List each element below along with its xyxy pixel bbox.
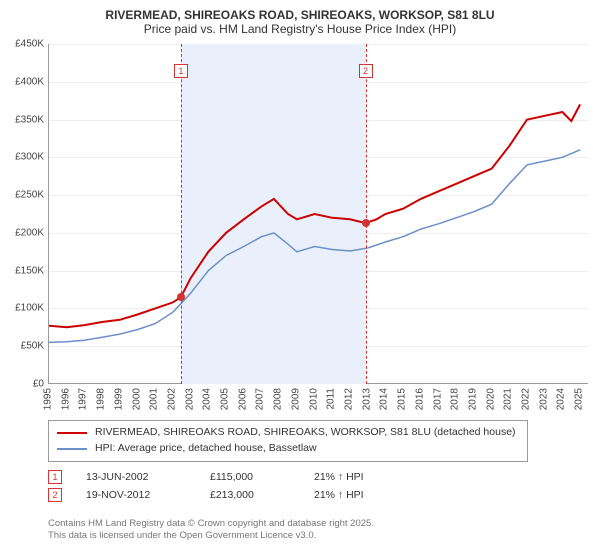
title-line-2: Price paid vs. HM Land Registry's House … — [10, 22, 590, 36]
transaction-price: £115,000 — [210, 471, 290, 483]
x-axis-tick: 2007 — [255, 388, 266, 410]
x-axis-tick: 2011 — [326, 388, 337, 410]
series-line — [49, 150, 580, 343]
y-axis-tick: £400K — [0, 76, 44, 87]
chart-lines — [49, 44, 589, 384]
y-axis-tick: £150K — [0, 265, 44, 276]
y-axis-tick: £450K — [0, 39, 44, 50]
x-axis-tick: 2006 — [237, 388, 248, 410]
title-line-1: RIVERMEAD, SHIREOAKS ROAD, SHIREOAKS, WO… — [10, 8, 590, 22]
x-axis-tick: 1998 — [96, 388, 107, 410]
legend-label: RIVERMEAD, SHIREOAKS ROAD, SHIREOAKS, WO… — [95, 425, 516, 441]
x-axis-tick: 2008 — [273, 388, 284, 410]
x-axis-tick: 2023 — [538, 388, 549, 410]
footer-line-2: This data is licensed under the Open Gov… — [48, 530, 374, 542]
event-line — [181, 44, 182, 384]
x-axis-tick: 2015 — [397, 388, 408, 410]
transaction-delta: 21% ↑ HPI — [314, 489, 364, 501]
x-axis-tick: 2019 — [467, 388, 478, 410]
legend-swatch — [57, 448, 87, 450]
x-axis-tick: 2017 — [432, 388, 443, 410]
sale-point — [362, 219, 370, 227]
event-line — [366, 44, 367, 384]
event-marker: 1 — [174, 64, 188, 78]
footer: Contains HM Land Registry data © Crown c… — [48, 518, 374, 543]
x-axis-tick: 1999 — [113, 388, 124, 410]
x-axis-tick: 1997 — [78, 388, 89, 410]
x-axis-tick: 2016 — [414, 388, 425, 410]
x-axis-tick: 2012 — [343, 388, 354, 410]
plot-area: 12 — [48, 44, 588, 384]
x-axis-tick: 2021 — [503, 388, 514, 410]
footer-line-1: Contains HM Land Registry data © Crown c… — [48, 518, 374, 530]
x-axis-tick: 2004 — [202, 388, 213, 410]
y-axis-tick: £250K — [0, 190, 44, 201]
chart-title-block: RIVERMEAD, SHIREOAKS ROAD, SHIREOAKS, WO… — [0, 0, 600, 40]
x-axis-tick: 1995 — [43, 388, 54, 410]
x-axis-tick: 2020 — [485, 388, 496, 410]
transaction-delta: 21% ↑ HPI — [314, 471, 364, 483]
sale-point — [177, 293, 185, 301]
y-axis-tick: £50K — [0, 341, 44, 352]
x-axis-tick: 2025 — [574, 388, 585, 410]
x-axis-tick: 2024 — [556, 388, 567, 410]
transaction-row: 1 13-JUN-2002 £115,000 21% ↑ HPI — [48, 470, 364, 484]
x-axis-tick: 2014 — [379, 388, 390, 410]
legend-label: HPI: Average price, detached house, Bass… — [95, 441, 317, 457]
x-axis-tick: 2018 — [450, 388, 461, 410]
x-axis-tick: 2010 — [308, 388, 319, 410]
x-axis-tick: 2022 — [521, 388, 532, 410]
legend: RIVERMEAD, SHIREOAKS ROAD, SHIREOAKS, WO… — [48, 420, 528, 462]
y-axis-tick: £350K — [0, 114, 44, 125]
transaction-row: 2 19-NOV-2012 £213,000 21% ↑ HPI — [48, 488, 364, 502]
x-axis-tick: 2001 — [149, 388, 160, 410]
x-axis-tick: 2000 — [131, 388, 142, 410]
x-axis-tick: 1996 — [60, 388, 71, 410]
series-line — [49, 104, 580, 327]
chart-container: £0 £50K £100K £150K £200K £250K £300K £350K £400… — [0, 44, 600, 414]
y-axis-tick: £0 — [0, 379, 44, 390]
legend-item: HPI: Average price, detached house, Bass… — [57, 441, 519, 457]
x-axis-tick: 2002 — [166, 388, 177, 410]
x-axis-tick: 2013 — [361, 388, 372, 410]
event-marker: 2 — [359, 64, 373, 78]
transaction-date: 19-NOV-2012 — [86, 489, 186, 501]
transaction-rows: 1 13-JUN-2002 £115,000 21% ↑ HPI 2 19-NOV-201… — [48, 466, 364, 506]
transaction-marker: 2 — [48, 488, 62, 502]
transaction-price: £213,000 — [210, 489, 290, 501]
legend-item: RIVERMEAD, SHIREOAKS ROAD, SHIREOAKS, WO… — [57, 425, 519, 441]
x-axis-tick: 2009 — [290, 388, 301, 410]
transaction-date: 13-JUN-2002 — [86, 471, 186, 483]
y-axis-tick: £100K — [0, 303, 44, 314]
y-axis-tick: £200K — [0, 227, 44, 238]
x-axis-tick: 2005 — [220, 388, 231, 410]
y-axis-tick: £300K — [0, 152, 44, 163]
x-axis-tick: 2003 — [184, 388, 195, 410]
legend-swatch — [57, 432, 87, 434]
transaction-marker: 1 — [48, 470, 62, 484]
